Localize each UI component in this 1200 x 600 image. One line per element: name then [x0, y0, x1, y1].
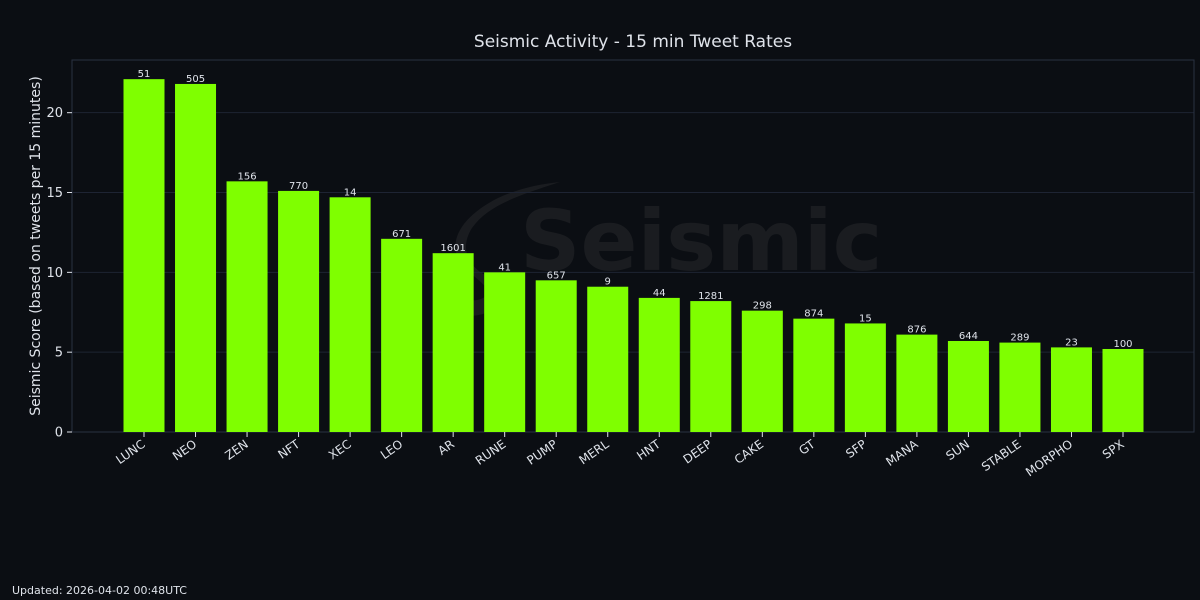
x-tick-label: SUN: [943, 437, 972, 463]
bar-value-label: 15: [859, 313, 872, 324]
bar-gt: [793, 318, 835, 432]
x-tick-label: HNT: [634, 437, 663, 463]
bar-value-label: 298: [753, 301, 772, 312]
x-tick-label: SPX: [1100, 437, 1127, 462]
bar-value-label: 505: [186, 74, 205, 85]
bar-zen: [226, 181, 268, 432]
y-tick-label: 20: [46, 106, 63, 121]
plot-area-frame: [71, 59, 1195, 433]
bar-value-label: 156: [238, 171, 257, 182]
bar-value-label: 100: [1113, 339, 1132, 350]
bar-mana: [896, 334, 938, 432]
bar-value-label: 23: [1065, 337, 1078, 348]
bar-value-label: 657: [547, 270, 566, 281]
bar-spx: [1102, 348, 1144, 432]
x-tick-label: XEC: [326, 437, 354, 462]
bar-neo: [175, 83, 217, 433]
watermark-logo-icon: [455, 182, 560, 316]
bar-value-label: 876: [907, 325, 926, 336]
x-tick-label: RUNE: [473, 437, 509, 468]
bar-value-label: 874: [804, 309, 823, 320]
bar-value-label: 644: [959, 331, 978, 342]
y-tick-label: 5: [55, 346, 63, 361]
y-axis-label: Seismic Score (based on tweets per 15 mi…: [28, 76, 44, 416]
bar-leo: [381, 238, 423, 432]
updated-timestamp: Updated: 2026-04-02 00:48UTC: [12, 584, 187, 597]
bar-value-label: 9: [605, 277, 611, 288]
x-tick-label: LUNC: [113, 437, 147, 467]
bar-stable: [999, 342, 1041, 432]
bar-value-label: 44: [653, 288, 666, 299]
y-tick-label: 0: [55, 426, 63, 441]
bar-hnt: [638, 297, 680, 432]
bar-morpho: [1050, 347, 1092, 432]
x-tick-label: MERL: [576, 437, 611, 468]
bars: 51 505 156 770 14 671 1601 41 657 9 44 1281 298 874 15…: [123, 69, 1144, 433]
x-tick-label: NEO: [170, 437, 199, 463]
bar-value-label: 289: [1010, 333, 1029, 344]
bar-sfp: [844, 323, 886, 432]
x-tick-label: SFP: [843, 437, 869, 461]
x-tick-label: PUMP: [524, 437, 560, 468]
bar-value-label: 14: [344, 187, 357, 198]
bar-nft: [278, 190, 320, 432]
bar-value-label: 671: [392, 229, 411, 240]
bar-rune: [484, 272, 526, 432]
bar-value-label: 51: [138, 69, 151, 80]
x-tick-label: MORPHO: [1023, 437, 1075, 479]
y-tick-label: 10: [46, 266, 63, 281]
x-tick-label: GT: [796, 437, 818, 458]
y-tick-label: 15: [46, 186, 63, 201]
bar-pump: [535, 280, 577, 432]
bar-ar: [432, 253, 474, 432]
bar-xec: [329, 197, 371, 432]
bar-lunc: [123, 79, 165, 432]
x-tick-label: AR: [435, 437, 457, 458]
bar-sun: [947, 340, 989, 432]
bar-merl: [587, 286, 629, 432]
watermark-logo: Seismic: [455, 182, 882, 316]
bar-value-label: 1281: [698, 291, 723, 302]
bar-cake: [741, 310, 783, 432]
bar-value-label: 770: [289, 181, 308, 192]
x-tick-label: STABLE: [979, 437, 1024, 474]
x-tick-label: ZEN: [222, 437, 250, 463]
y-axis-ticks: 0 5 10 15 20: [46, 106, 72, 441]
bar-deep: [690, 301, 732, 432]
x-tick-label: DEEP: [681, 437, 715, 467]
bar-value-label: 41: [498, 262, 511, 273]
bar-value-label: 1601: [440, 243, 465, 254]
x-tick-label: MANA: [883, 437, 921, 469]
x-tick-label: NFT: [275, 437, 302, 462]
x-tick-label: LEO: [378, 437, 405, 462]
x-tick-label: CAKE: [732, 437, 766, 467]
watermark-text: Seismic: [520, 192, 882, 290]
x-axis-ticks: LUNC NEO ZEN NFT XEC LEO AR RUNE PUMP MERL HNT DEEP…: [113, 432, 1127, 479]
chart-title: Seismic Activity - 15 min Tweet Rates: [474, 32, 792, 52]
